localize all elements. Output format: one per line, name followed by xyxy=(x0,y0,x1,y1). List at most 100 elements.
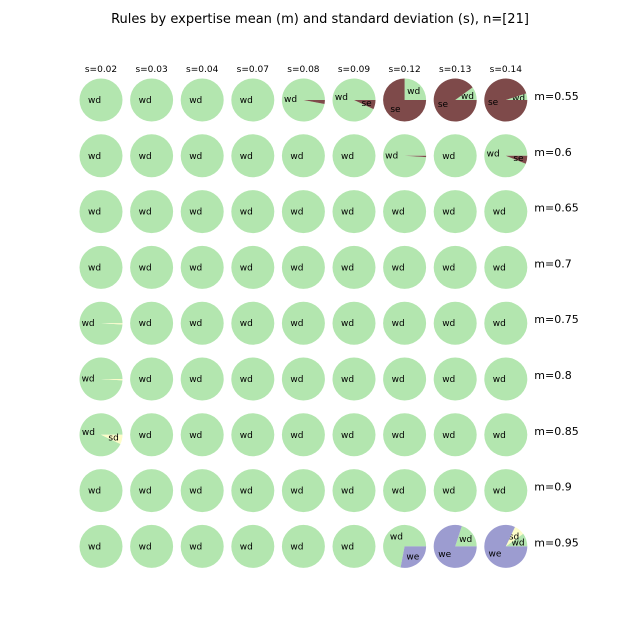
row-label: m=0.55 xyxy=(534,90,578,103)
pie-chart: wd xyxy=(281,134,325,178)
slice-label: wd xyxy=(392,263,405,273)
pie-chart: wd xyxy=(180,134,224,178)
slice-label: wd xyxy=(139,487,152,497)
slice-label: wd xyxy=(392,319,405,329)
pie-slice-sd xyxy=(101,323,123,325)
pie-chart: wd xyxy=(281,524,325,568)
pie-chart: wd xyxy=(231,245,275,289)
pie-slice-wd xyxy=(231,190,275,234)
pie-chart: wd xyxy=(231,78,275,122)
slice-label: wd xyxy=(240,319,253,329)
slice-label: wd xyxy=(442,487,455,497)
slice-label: wd xyxy=(290,487,303,497)
pie-chart: wd xyxy=(383,134,427,178)
slice-label: se xyxy=(390,105,401,115)
slice-label: wd xyxy=(461,92,474,102)
pie-slice-wd xyxy=(281,245,325,289)
slice-label: we xyxy=(406,552,419,562)
pie-slice-wd xyxy=(383,134,427,178)
slice-label: wd xyxy=(341,263,354,273)
pie-chart: wd xyxy=(180,190,224,234)
pie-chart: wd xyxy=(130,190,174,234)
row-label: m=0.85 xyxy=(534,425,578,438)
pie-slice-wd xyxy=(281,190,325,234)
slice-label: wd xyxy=(290,152,303,162)
slice-label: wd xyxy=(139,431,152,441)
pie-slice-wd xyxy=(130,357,174,401)
slice-label: wd xyxy=(290,208,303,218)
pie-slice-wd xyxy=(332,245,376,289)
slice-label: wd xyxy=(139,542,152,552)
slice-label: wd xyxy=(493,263,506,273)
pie-slice-wd xyxy=(433,245,477,289)
column-label: s=0.09 xyxy=(338,65,371,75)
pie-slice-wd xyxy=(383,245,427,289)
pie-slice-wd xyxy=(332,134,376,178)
pie-slice-wd xyxy=(180,469,224,513)
pie-slice-wd xyxy=(383,469,427,513)
slice-label: wd xyxy=(493,431,506,441)
pie-slice-wd xyxy=(484,134,528,178)
row-labels: m=0.55 m=0.6 m=0.65 m=0.7 m=0.75 m=0.8 m=0.85 m… xyxy=(534,90,578,549)
pie-slice-wd xyxy=(180,413,224,457)
pie-slice-wd xyxy=(383,524,427,568)
slice-label: wd xyxy=(240,375,253,385)
pie-slice-wd xyxy=(383,301,427,345)
pie-chart: wd xyxy=(383,357,427,401)
pie-chart: wd xyxy=(130,134,174,178)
pie-chart: wd xyxy=(231,301,275,345)
slice-label: wd xyxy=(139,375,152,385)
pie-chart: wd se xyxy=(484,78,528,122)
column-label: s=0.03 xyxy=(135,65,167,75)
slice-label: wd xyxy=(189,152,202,162)
pie-chart: wd xyxy=(484,190,528,234)
pie-slice-wd xyxy=(79,469,123,513)
pie-slice-we xyxy=(433,524,477,568)
slice-label: wd xyxy=(88,208,101,218)
pie-slice-wd xyxy=(455,87,477,100)
slice-label: wd xyxy=(407,87,420,97)
slice-label: wd xyxy=(139,263,152,273)
pie-slice-wd xyxy=(332,413,376,457)
slice-label: wd xyxy=(290,319,303,329)
pie-chart: wd xyxy=(180,78,224,122)
pie-slice-we xyxy=(400,546,427,568)
slice-label: wd xyxy=(390,532,403,542)
pie-chart: wd xyxy=(433,134,477,178)
pie-slice-we xyxy=(484,524,528,568)
slice-label: wd xyxy=(442,208,455,218)
pie-chart: wd xyxy=(332,190,376,234)
pie-chart: wd xyxy=(383,413,427,457)
slice-label: wd xyxy=(512,94,525,104)
pie-slice-wd xyxy=(130,524,174,568)
pie-slice-wd xyxy=(433,469,477,513)
pie-chart: wd se xyxy=(484,134,528,178)
slice-label: wd xyxy=(139,208,152,218)
slice-label: wd xyxy=(189,208,202,218)
pie-slice-wd xyxy=(281,469,325,513)
pie-slice-se xyxy=(354,100,376,110)
pie-slice-wd xyxy=(231,78,275,122)
pie-chart: wd xyxy=(180,301,224,345)
pie-slice-wd xyxy=(281,413,325,457)
pie-chart: wd xyxy=(433,469,477,513)
pie-slice-wd xyxy=(383,357,427,401)
slice-label: wd xyxy=(341,542,354,552)
slice-label: wd xyxy=(341,487,354,497)
pie-chart: wd xyxy=(433,301,477,345)
pie-slice-wd xyxy=(231,301,275,345)
pie-slice-wd xyxy=(484,190,528,234)
slice-label: wd xyxy=(139,319,152,329)
slice-label: wd xyxy=(392,431,405,441)
slice-label: wd xyxy=(512,538,525,548)
row-label: m=0.65 xyxy=(534,202,578,215)
pie-chart: wd se xyxy=(332,78,376,122)
pie-slice-wd xyxy=(79,190,123,234)
pie-chart: wd xyxy=(383,469,427,513)
column-label: s=0.02 xyxy=(85,65,117,75)
column-label: s=0.13 xyxy=(439,65,471,75)
slice-label: wd xyxy=(189,375,202,385)
